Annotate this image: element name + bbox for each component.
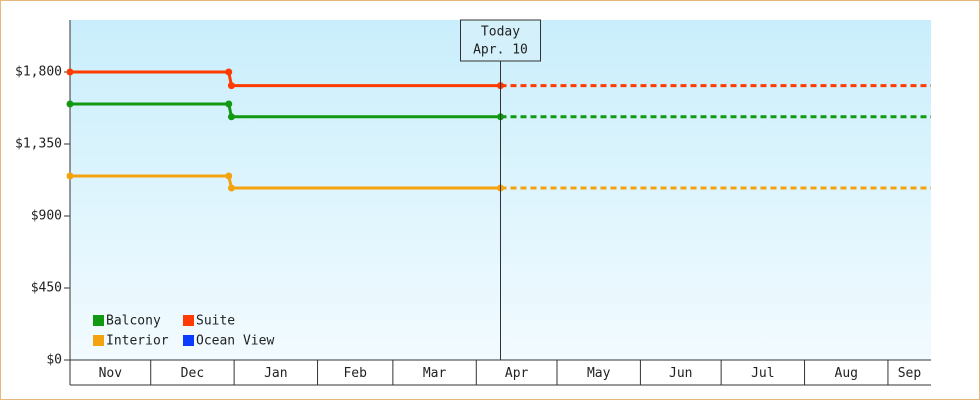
x-tick-label: Aug [835, 366, 858, 381]
x-tick-label: Dec [181, 366, 204, 381]
legend-label: Interior [106, 334, 169, 349]
legend-swatch [183, 315, 194, 326]
point [227, 82, 235, 90]
x-tick-label: Sep [898, 366, 922, 381]
legend-swatch [93, 315, 104, 326]
x-tick-label: Apr [505, 366, 529, 381]
x-tick-label: Jun [669, 366, 692, 381]
series-line [70, 102, 501, 119]
y-tick-label: $450 [31, 281, 62, 296]
point [225, 68, 233, 76]
point [66, 68, 74, 76]
point [225, 100, 233, 108]
point [66, 100, 74, 108]
y-tick-label: $0 [46, 353, 62, 368]
legend-label: Suite [196, 314, 235, 329]
legend-swatch [183, 335, 194, 346]
legend-label: Ocean View [196, 334, 274, 349]
point [225, 172, 233, 180]
x-tick-label: Jul [751, 366, 774, 381]
x-tick-label: Mar [423, 366, 447, 381]
x-tick-label: Nov [99, 366, 123, 381]
today-box [460, 19, 541, 62]
x-tick-label: May [587, 366, 611, 381]
x-tick-label: Jan [264, 366, 287, 381]
point [227, 113, 235, 121]
y-tick-label: $1,350 [15, 137, 62, 152]
series-line [70, 174, 501, 190]
x-tick-label: Feb [343, 366, 367, 381]
series-line [70, 70, 501, 88]
point [227, 184, 235, 192]
y-tick-label: $1,800 [15, 65, 62, 80]
legend-label: Balcony [106, 314, 161, 329]
today-date: Apr. 10 [473, 43, 528, 58]
legend-swatch [93, 335, 104, 346]
y-tick-label: $900 [31, 209, 62, 224]
point [66, 172, 74, 180]
today-label: Today [481, 25, 520, 40]
